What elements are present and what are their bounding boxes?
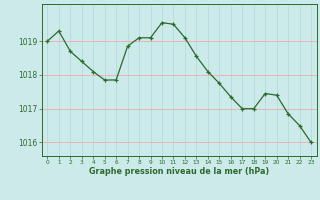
X-axis label: Graphe pression niveau de la mer (hPa): Graphe pression niveau de la mer (hPa) [89,167,269,176]
